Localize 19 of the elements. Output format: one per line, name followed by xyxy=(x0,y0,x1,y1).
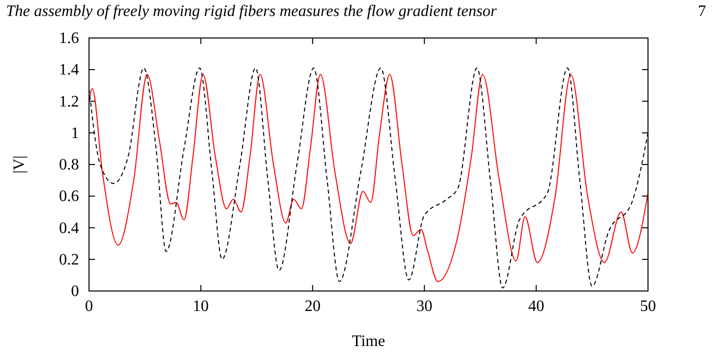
y-axis-title: |V| xyxy=(11,156,28,174)
y-tick-label: 0.6 xyxy=(59,188,79,206)
y-tick-label: 1.2 xyxy=(59,93,79,110)
x-tick-label: 50 xyxy=(640,298,656,315)
text: 7 xyxy=(698,3,706,20)
y-tick-label: 1.6 xyxy=(59,30,79,47)
y-tick-label: 1.4 xyxy=(59,62,79,79)
x-tick-label: 20 xyxy=(304,298,321,315)
x-tick-label: 0 xyxy=(85,298,93,315)
y-tick-label: 0.8 xyxy=(59,156,79,174)
x-tick-label: 40 xyxy=(528,298,544,315)
x-tick-label: 30 xyxy=(416,298,432,315)
y-tick-label: 0.2 xyxy=(59,251,79,268)
y-tick-label: 0 xyxy=(71,283,79,300)
y-tick-label: 0.4 xyxy=(59,220,79,237)
chart-title: The assembly of freely moving rigid fibers measures the flow gradient tensor xyxy=(6,3,498,20)
x-axis-title: Time xyxy=(352,333,386,350)
y-tick-label: 1 xyxy=(71,124,79,142)
x-tick-label: 10 xyxy=(192,298,209,315)
